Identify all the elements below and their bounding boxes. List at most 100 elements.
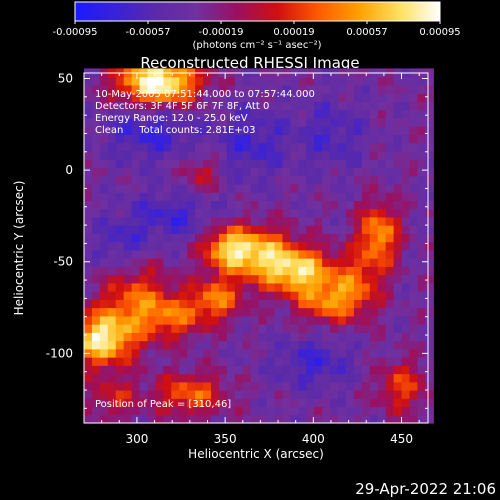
heatmap-cell	[290, 414, 299, 424]
heatmap-cell	[234, 381, 244, 391]
heatmap-cell	[250, 150, 260, 160]
colorbar-ticks: -0.00095 -0.00057 -0.00019 0.00019 0.00057 0.…	[53, 21, 461, 38]
heatmap-cell	[250, 406, 260, 416]
heatmap-cell	[179, 398, 188, 408]
heatmap-cell	[171, 76, 180, 86]
heatmap-cell	[369, 183, 379, 193]
heatmap-cell	[123, 282, 133, 292]
heatmap-cell	[266, 348, 276, 358]
heatmap-cell	[417, 414, 426, 424]
heatmap-cell	[353, 200, 363, 210]
heatmap-cell	[361, 76, 371, 86]
heatmap-cell	[203, 117, 212, 127]
heatmap-cell	[369, 291, 379, 300]
heatmap-cell	[369, 324, 379, 333]
heatmap-cell	[282, 101, 291, 111]
heatmap-cell	[266, 208, 276, 218]
heatmap-cell	[290, 76, 299, 86]
heatmap-cell	[290, 324, 299, 333]
heatmap-cell	[107, 159, 117, 168]
heatmap-cell	[409, 134, 419, 144]
heatmap-cell	[123, 84, 133, 94]
heatmap-cell	[306, 291, 315, 300]
heatmap-cell	[163, 249, 172, 259]
heatmap-cell	[187, 390, 196, 399]
heatmap-cell	[417, 282, 426, 292]
heatmap-cell	[298, 225, 307, 234]
heatmap-cell	[155, 150, 164, 160]
heatmap-cell	[338, 84, 347, 94]
heatmap-cell	[139, 175, 149, 185]
heatmap-cell	[234, 291, 244, 300]
heatmap-cell	[123, 159, 133, 168]
heatmap-cell	[123, 225, 133, 234]
heatmap-cell	[218, 200, 228, 210]
heatmap-cell	[401, 365, 411, 375]
heatmap-cell	[203, 315, 212, 325]
heatmap-cell	[187, 225, 196, 234]
heatmap-cell	[203, 150, 212, 160]
heatmap-cell	[99, 348, 109, 358]
heatmap-cell	[409, 233, 419, 243]
heatmap-cell	[266, 373, 276, 383]
heatmap-cell	[131, 340, 141, 350]
heatmap-cell	[179, 299, 188, 309]
heatmap-cell	[242, 332, 252, 342]
heatmap-cell	[171, 291, 180, 300]
heatmap-cell	[107, 365, 117, 375]
heatmap-cell	[187, 134, 196, 144]
heatmap-cell	[290, 373, 299, 383]
heatmap-cell	[91, 390, 101, 399]
heatmap-cell	[107, 258, 117, 267]
heatmap-cell	[226, 315, 236, 325]
heatmap-cell	[115, 117, 125, 127]
heatmap-cell	[401, 249, 411, 259]
y-tick-label: 50	[58, 71, 73, 85]
heatmap-cell	[242, 357, 252, 366]
heatmap-cell	[338, 258, 347, 267]
heatmap-cell	[258, 291, 268, 300]
heatmap-cell	[314, 233, 323, 243]
heatmap-cell	[147, 390, 157, 399]
heatmap-cell	[139, 167, 149, 177]
heatmap-cell	[91, 266, 101, 276]
heatmap-cell	[131, 241, 141, 251]
heatmap-cell	[84, 159, 93, 168]
heatmap-cell	[171, 225, 180, 234]
heatmap-cell	[258, 357, 268, 366]
heatmap-cell	[234, 307, 244, 317]
heatmap-cell	[155, 76, 164, 86]
heatmap-cell	[258, 109, 268, 119]
heatmap-cell	[107, 282, 117, 292]
heatmap-cell	[322, 101, 331, 111]
heatmap-cell	[322, 307, 331, 317]
heatmap-cell	[211, 109, 220, 119]
heatmap-cell	[99, 84, 109, 94]
heatmap-cell	[203, 390, 212, 399]
heatmap-cell	[409, 282, 419, 292]
heatmap-cell	[338, 315, 347, 325]
heatmap-cell	[179, 216, 188, 226]
heatmap-cell	[147, 167, 157, 177]
heatmap-cell	[187, 117, 196, 127]
heatmap-cell	[258, 332, 268, 342]
heatmap-cell	[401, 93, 411, 103]
heatmap-cell	[139, 274, 149, 284]
heatmap-cell	[266, 266, 276, 276]
heatmap-cell	[409, 398, 419, 408]
heatmap-cell	[195, 175, 204, 185]
heatmap-cell	[99, 142, 109, 152]
heatmap-cell	[107, 406, 117, 416]
heatmap-cell	[353, 109, 363, 119]
heatmap-cell	[91, 192, 101, 201]
heatmap-cell	[123, 414, 133, 424]
heatmap-cell	[266, 340, 276, 350]
heatmap-cell	[163, 159, 172, 168]
heatmap-cell	[218, 208, 228, 218]
heatmap-cell	[84, 315, 93, 325]
heatmap-cell	[139, 398, 149, 408]
heatmap-cell	[211, 324, 220, 333]
heatmap-cell	[330, 332, 339, 342]
heatmap-cell	[290, 134, 299, 144]
heatmap-cell	[266, 414, 276, 424]
